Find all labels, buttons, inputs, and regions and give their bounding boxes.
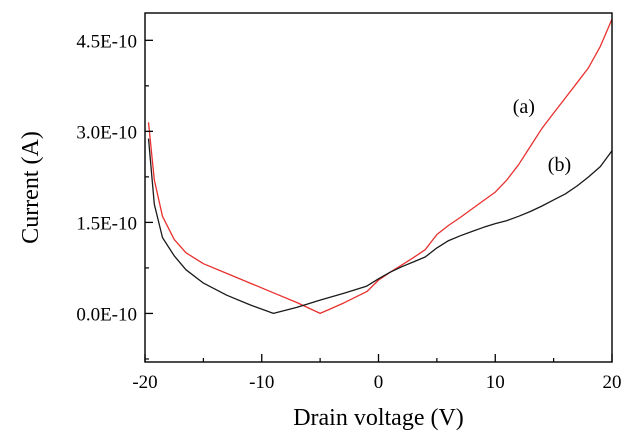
series-label-b: (b) — [548, 154, 571, 176]
x-tick-label: 20 — [603, 372, 622, 393]
x-tick-label: -20 — [132, 372, 157, 393]
x-tick-label: 10 — [486, 372, 505, 393]
y-tick-label: 0.0E-10 — [76, 304, 137, 325]
y-axis-title: Current (A) — [18, 131, 44, 244]
y-axis: 0.0E-10 1.5E-10 3.0E-10 4.5E-10 — [76, 31, 153, 360]
x-axis: -20 -10 0 10 20 — [132, 354, 622, 393]
series-label-a: (a) — [513, 96, 535, 118]
x-axis-title: Drain voltage (V) — [293, 405, 464, 431]
series-a-line — [147, 18, 613, 315]
x-tick-label: 0 — [374, 372, 384, 393]
y-tick-label: 1.5E-10 — [76, 213, 137, 234]
y-tick-label: 4.5E-10 — [76, 31, 137, 52]
x-tick-label: -10 — [249, 372, 274, 393]
series-b-line — [147, 138, 613, 315]
y-tick-label: 3.0E-10 — [76, 122, 137, 143]
plot-frame — [144, 12, 613, 363]
plot-area — [147, 18, 613, 315]
